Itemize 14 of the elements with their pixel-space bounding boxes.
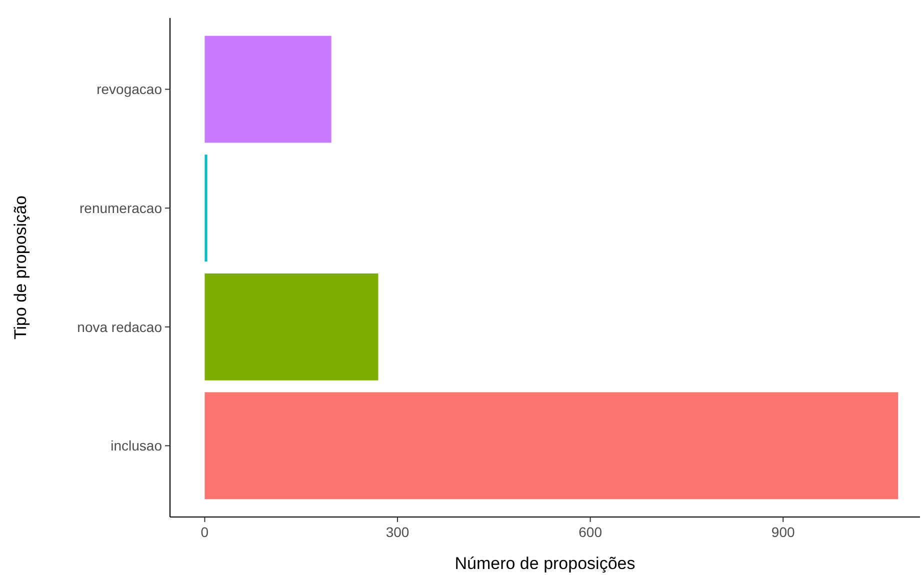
x-tick-label: 300	[386, 524, 410, 540]
y-tick-label: revogacao	[96, 81, 162, 98]
x-tick-label: 600	[578, 524, 602, 540]
y-tick-label: nova redacao	[77, 318, 162, 335]
bar	[204, 154, 208, 262]
y-tick-label: inclusao	[110, 438, 162, 454]
y-axis-title: Tipo de proposição	[11, 196, 30, 340]
bar	[204, 273, 378, 380]
bar	[204, 392, 898, 500]
x-tick-label: 900	[771, 524, 796, 540]
x-tick-label: 0	[200, 524, 209, 540]
bar	[204, 36, 332, 143]
x-axis-title: Número de proposições	[454, 554, 636, 573]
y-tick-label: renumeracao	[80, 200, 162, 216]
